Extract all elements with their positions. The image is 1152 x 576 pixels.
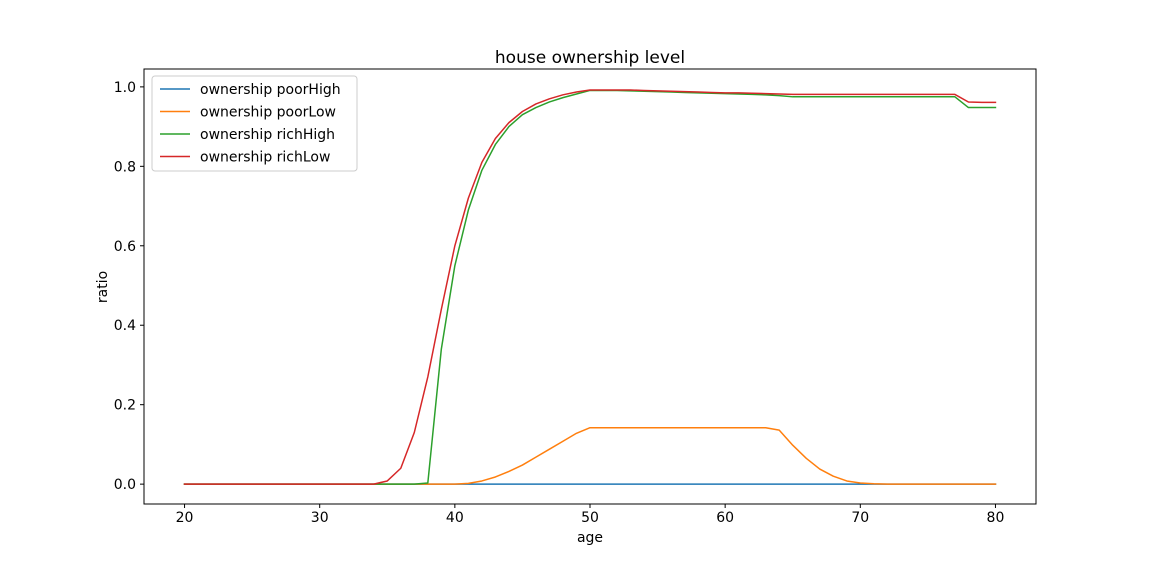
x-tick-label: 40: [446, 510, 464, 526]
x-tick-label: 80: [987, 510, 1005, 526]
legend-label-ownership-poorlow: ownership poorLow: [200, 105, 336, 121]
x-tick-label: 70: [851, 510, 869, 526]
legend-label-ownership-poorhigh: ownership poorHigh: [200, 82, 341, 98]
legend-label-ownership-richhigh: ownership richHigh: [200, 127, 335, 143]
chart-title: house ownership level: [495, 48, 685, 68]
x-axis-label: age: [577, 530, 603, 546]
legend-label-ownership-richlow: ownership richLow: [200, 150, 330, 166]
y-tick-label: 0.0: [114, 477, 136, 493]
x-tick-label: 30: [311, 510, 329, 526]
x-tick-label: 20: [176, 510, 194, 526]
series-layer: [183, 89, 997, 485]
y-tick-label: 0.8: [114, 159, 136, 175]
y-axis-label: ratio: [95, 271, 111, 303]
y-tick-label: 0.2: [114, 398, 136, 414]
x-axis: 20 30 40 50 60 70 80: [176, 504, 1005, 526]
y-tick-label: 0.4: [114, 318, 136, 334]
legend-box: [151, 75, 358, 172]
x-tick-label: 60: [716, 510, 734, 526]
legend: ownership poorHigh ownership poorLow owner…: [151, 75, 358, 172]
x-tick-label: 50: [581, 510, 599, 526]
y-axis: 0.0 0.2 0.4 0.6 0.8 1.0: [114, 80, 144, 493]
y-tick-label: 1.0: [114, 80, 136, 96]
series-line-ownership-richlow: [183, 89, 997, 485]
y-tick-label: 0.6: [114, 239, 136, 255]
